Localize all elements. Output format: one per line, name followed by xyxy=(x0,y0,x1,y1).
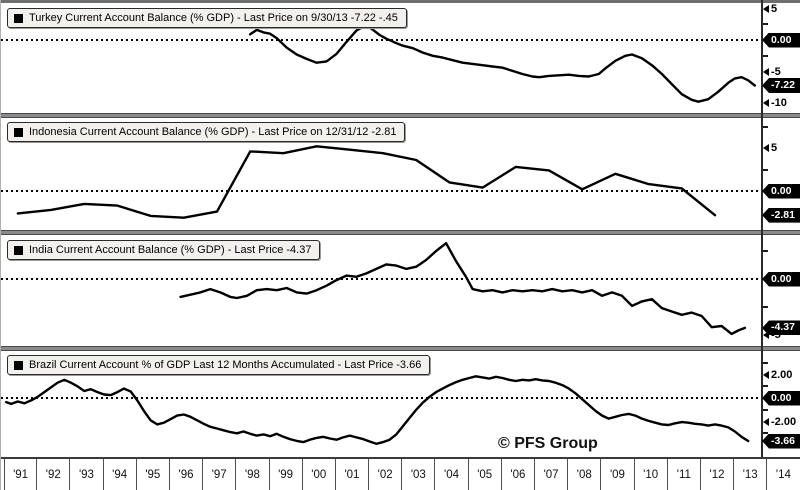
tick-arrow-icon xyxy=(763,99,769,107)
axis-price-badge: 0.00 xyxy=(762,390,800,406)
year-label: '14 xyxy=(767,459,800,490)
legend-swatch-icon xyxy=(14,245,23,255)
axis-minor-tick xyxy=(763,168,768,171)
chart-top-border xyxy=(1,0,800,3)
year-label: '91 xyxy=(4,459,38,490)
axis-tick-label: -10 xyxy=(763,96,787,110)
year-label: '07 xyxy=(535,459,569,490)
axis-minor-tick xyxy=(763,306,768,308)
legend-swatch-icon xyxy=(14,13,23,23)
axis-tick-label: 2.00 xyxy=(763,368,792,382)
year-label: '05 xyxy=(469,459,502,490)
tick-arrow-icon xyxy=(763,67,769,76)
axis-price-badge: -2.81 xyxy=(762,207,800,223)
panel-plot xyxy=(1,241,759,336)
year-label: '99 xyxy=(270,459,303,490)
year-label: '12 xyxy=(701,459,735,490)
right-axis-line xyxy=(761,0,763,459)
legend-turkey: Turkey Current Account Balance (% GDP) -… xyxy=(7,8,407,28)
axis-tick-label: -5 xyxy=(763,328,781,342)
legend-india-label: India Current Account Balance (% GDP) - … xyxy=(29,244,312,256)
tick-arrow-icon xyxy=(763,144,769,152)
series-line xyxy=(16,145,717,219)
year-label: '97 xyxy=(203,459,237,490)
panel-divider xyxy=(1,346,800,351)
axis-tick-label: 5 xyxy=(763,141,777,155)
chart-bottom-border xyxy=(1,457,800,459)
axis-minor-tick xyxy=(763,125,768,128)
series-line xyxy=(248,23,756,103)
axis-tick-text: -5 xyxy=(771,65,781,78)
panel-plot xyxy=(1,23,759,103)
year-label: '00 xyxy=(303,459,336,490)
axis-price-badge: -4.37 xyxy=(762,320,800,336)
year-label: '01 xyxy=(336,459,370,490)
series-line xyxy=(179,241,747,336)
axis-tick-label: 5 xyxy=(763,2,777,16)
axis-minor-tick xyxy=(763,408,768,411)
axis-minor-tick xyxy=(763,250,768,252)
legend-india: India Current Account Balance (% GDP) - … xyxy=(7,240,321,260)
year-label: '02 xyxy=(369,459,403,490)
tick-arrow-icon xyxy=(763,370,769,379)
axis-tick-text: -10 xyxy=(771,97,787,109)
legend-indonesia: Indonesia Current Account Balance (% GDP… xyxy=(7,122,406,142)
panel-india: India Current Account Balance (% GDP) - … xyxy=(1,235,800,346)
year-label: '03 xyxy=(402,459,436,490)
axis-minor-tick xyxy=(763,432,768,435)
panel-turkey: Turkey Current Account Balance (% GDP) -… xyxy=(1,2,800,113)
year-label: '98 xyxy=(236,459,270,490)
axis-price-badge: -3.66 xyxy=(762,433,800,449)
x-axis-year-band: '91'92'93'94'95'96'97'98'99'00'01'02'03 '… xyxy=(1,459,800,490)
legend-swatch-icon xyxy=(14,127,23,137)
panel-brazil: Brazil Current Account % of GDP Last 12 … xyxy=(1,351,800,457)
year-label: '04 xyxy=(435,459,469,490)
year-label: '92 xyxy=(37,459,71,490)
axis-price-badge: 0.00 xyxy=(762,32,800,48)
year-label: '94 xyxy=(104,459,137,490)
axis-tick-text: 5 xyxy=(771,142,778,154)
tick-arrow-icon xyxy=(763,417,769,426)
tick-arrow-icon xyxy=(763,4,769,13)
axis-tick-text: -2.00 xyxy=(771,415,797,428)
axis-minor-tick xyxy=(763,385,768,388)
year-label: '09 xyxy=(601,459,635,490)
series-line xyxy=(4,375,750,446)
tick-arrow-icon xyxy=(763,331,769,339)
legend-brazil: Brazil Current Account % of GDP Last 12 … xyxy=(7,355,431,375)
year-label: '11 xyxy=(668,459,701,490)
legend-swatch-icon xyxy=(14,360,23,370)
axis-price-badge: -7.22 xyxy=(762,77,800,93)
axis-price-badge: 0.00 xyxy=(762,271,800,287)
legend-turkey-label: Turkey Current Account Balance (% GDP) -… xyxy=(29,12,398,24)
axis-tick-text: 2.00 xyxy=(771,368,793,381)
panel-plot xyxy=(1,375,759,446)
watermark: © PFS Group xyxy=(498,435,598,452)
axis-tick-label: -5 xyxy=(763,65,781,79)
year-label: '95 xyxy=(137,459,170,490)
panel-divider xyxy=(1,113,800,118)
axis-minor-tick xyxy=(763,54,768,57)
year-label: '10 xyxy=(635,459,668,490)
axis-minor-tick xyxy=(763,23,768,26)
year-label: '13 xyxy=(734,459,768,490)
legend-brazil-label: Brazil Current Account % of GDP Last 12 … xyxy=(29,359,422,371)
year-label: '96 xyxy=(170,459,204,490)
axis-tick-label: -2.00 xyxy=(763,415,796,429)
legend-indonesia-label: Indonesia Current Account Balance (% GDP… xyxy=(29,126,397,138)
axis-tick-text: -5 xyxy=(771,329,781,341)
panel-divider xyxy=(1,230,800,235)
axis-tick-text: 5 xyxy=(771,2,778,15)
year-label: '93 xyxy=(70,459,104,490)
year-label: '06 xyxy=(502,459,535,490)
panel-indonesia: Indonesia Current Account Balance (% GDP… xyxy=(1,117,800,230)
axis-minor-tick xyxy=(763,361,768,364)
year-label: '08 xyxy=(568,459,602,490)
panel-plot xyxy=(1,145,759,219)
axis-price-badge: 0.00 xyxy=(762,183,800,199)
